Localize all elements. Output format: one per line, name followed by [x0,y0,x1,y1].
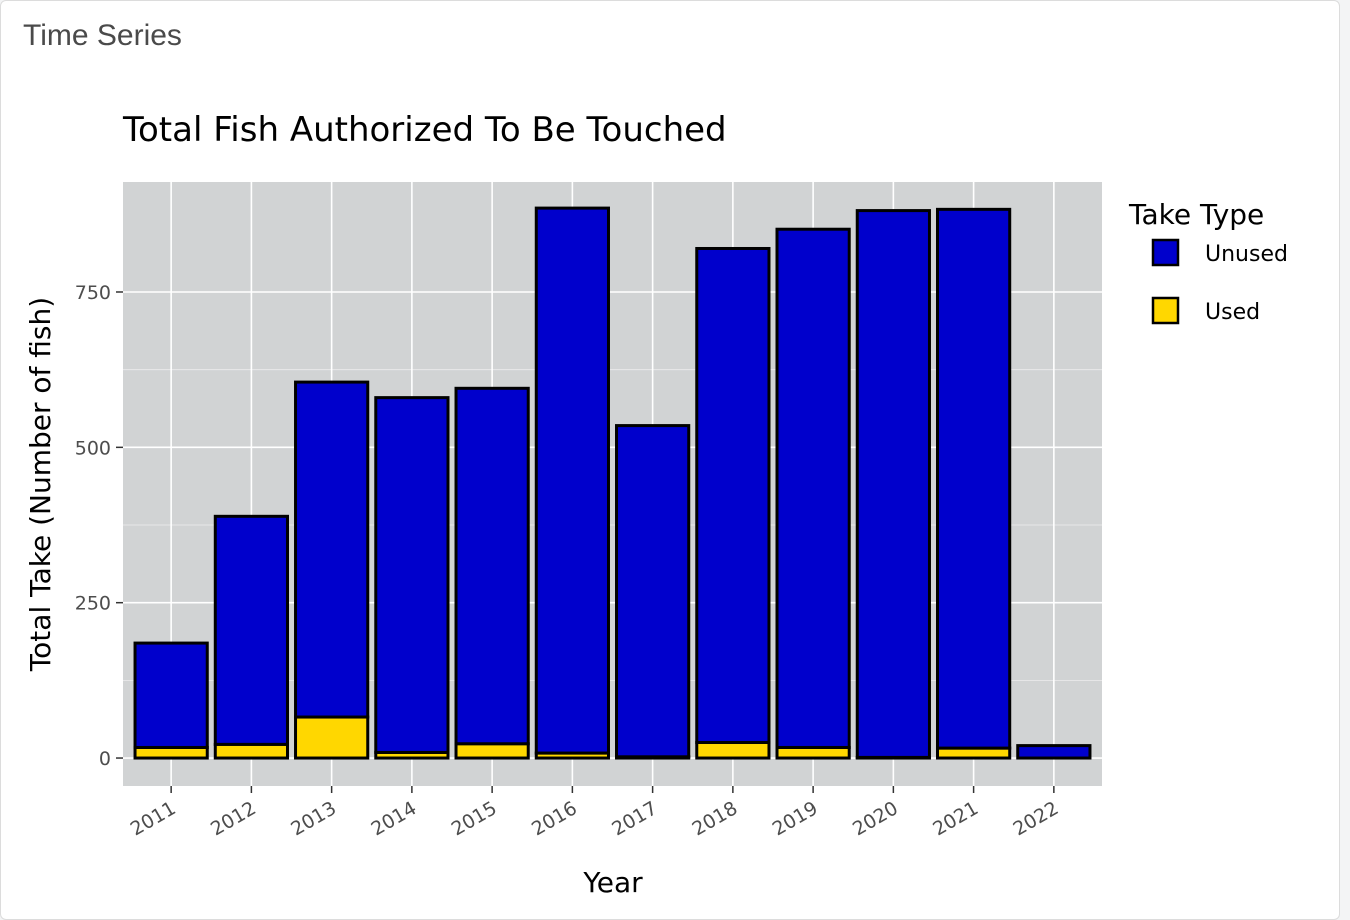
bar-unused-2014 [374,396,450,754]
bars [133,206,1092,760]
legend-key-unused [1151,238,1180,267]
x-tick-label: 2013 [287,797,340,840]
y-tick-label: 750 [75,282,111,304]
bar-unused-2016 [534,206,610,755]
x-tick-label: 2020 [849,797,902,840]
y-axis: 0 250 500 750 [75,282,123,770]
bar-unused-2019 [775,227,851,749]
bar-used-2013 [294,715,370,760]
bar-used-2011 [133,745,209,760]
bar-unused-2017 [615,424,691,759]
bar-unused-2013 [294,380,370,719]
x-tick-label: 2012 [207,797,260,840]
bar-used-2019 [775,745,851,760]
bar-used-2012 [213,742,290,760]
legend-title: Take Type [1128,198,1264,231]
bar-unused-2015 [454,386,530,746]
legend-label-unused: Unused [1205,242,1288,267]
x-tick-label: 2017 [608,797,661,840]
x-tick-label: 2011 [127,797,180,840]
y-tick-label: 500 [75,437,111,459]
y-tick-label: 0 [99,748,111,770]
chart-title: Total Fish Authorized To Be Touched [122,110,727,150]
y-tick-label: 250 [75,593,111,615]
x-tick-label: 2016 [528,797,581,840]
x-tick-label: 2019 [769,797,822,840]
legend-label-used: Used [1205,300,1260,325]
card-header: Time Series [23,19,182,52]
y-axis-title: Total Take (Number of fish) [24,297,57,672]
x-tick-label: 2015 [448,797,501,840]
x-tick-label: 2021 [929,797,982,840]
bar-used-2015 [454,742,530,760]
x-axis: 2011 2012 2013 2014 2015 2016 2017 2018 2019 2020… [127,786,1062,841]
bar-unused-2018 [695,246,771,745]
bar-unused-2021 [935,207,1012,750]
x-tick-label: 2022 [1009,797,1062,840]
x-tick-label: 2018 [688,797,741,840]
x-axis-title: Year [582,866,643,899]
bar-unused-2011 [133,641,209,749]
legend: Take Type Unused Used [1128,198,1288,325]
x-tick-label: 2014 [368,797,421,840]
bar-unused-2012 [213,514,290,746]
bar-unused-2022 [1016,744,1092,760]
legend-key-used [1151,296,1180,325]
bar-unused-2020 [855,209,931,759]
bar-used-2018 [695,741,771,760]
